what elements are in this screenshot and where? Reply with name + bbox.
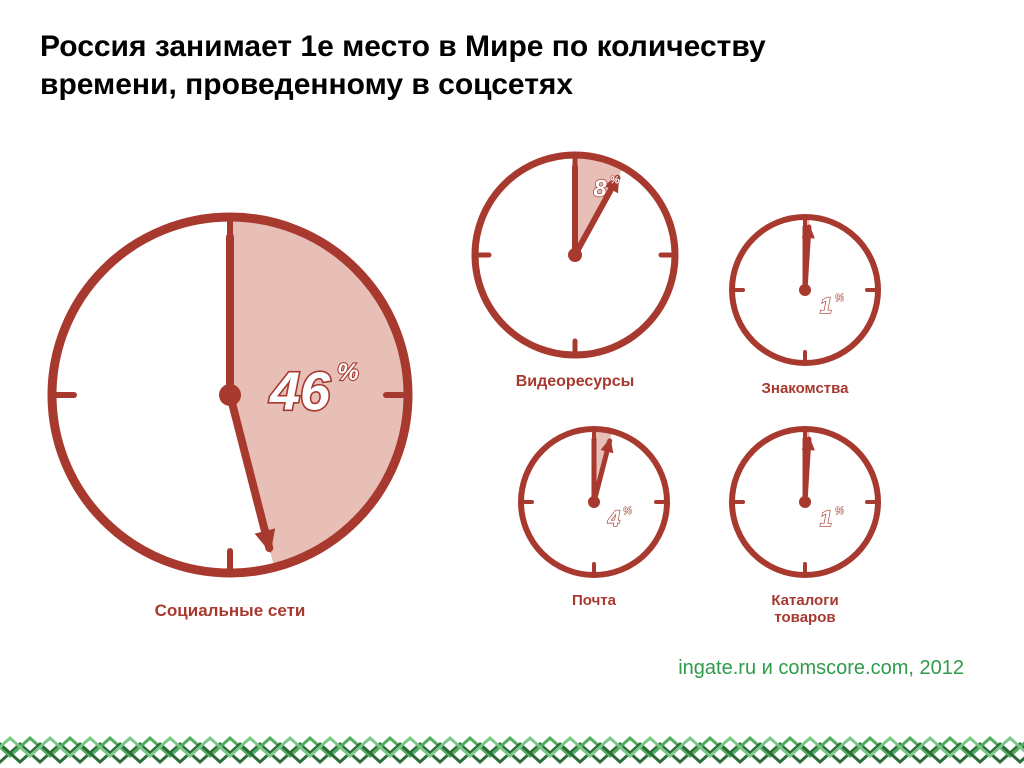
- clock-label: Каталогитоваров: [771, 592, 838, 627]
- zigzag-border: [0, 708, 1024, 768]
- slide-title: Россия занимает 1е место в Мире по колич…: [40, 28, 890, 103]
- clock-dating: 1%Знакомства: [724, 209, 886, 371]
- percent-sign: %: [835, 506, 844, 517]
- clock-face: 8%: [466, 146, 684, 364]
- percent-sign: %: [337, 359, 359, 386]
- clock-label: Почта: [572, 592, 616, 609]
- clock-label: Социальные сети: [155, 601, 306, 621]
- clock-mail: 4%Почта: [513, 421, 675, 583]
- clock-label: Видеоресурсы: [516, 373, 635, 391]
- source-text: ingate.ru и comscore.com, 2012: [678, 657, 964, 680]
- clock-catalog: 1%Каталогитоваров: [724, 421, 886, 583]
- percent-value: 46: [269, 361, 331, 421]
- percent-sign: %: [623, 506, 632, 517]
- clock-label: Знакомства: [761, 380, 848, 397]
- percent-value: 4: [607, 506, 620, 531]
- percent-sign: %: [835, 293, 844, 304]
- clock-face: 4%: [513, 421, 675, 583]
- percent-value: 8: [593, 175, 607, 202]
- clock-video: 8%Видеоресурсы: [466, 146, 684, 364]
- percent-value: 1: [820, 293, 832, 318]
- clock-face: 46%: [41, 206, 419, 584]
- clock-face: 1%: [724, 209, 886, 371]
- slide: { "canvas": { "width": 1024, "height": 7…: [0, 0, 1024, 768]
- percent-value: 1: [820, 506, 832, 531]
- clock-face: 1%: [724, 421, 886, 583]
- clock-social: 46%Социальные сети: [41, 206, 419, 584]
- percent-sign: %: [610, 174, 620, 186]
